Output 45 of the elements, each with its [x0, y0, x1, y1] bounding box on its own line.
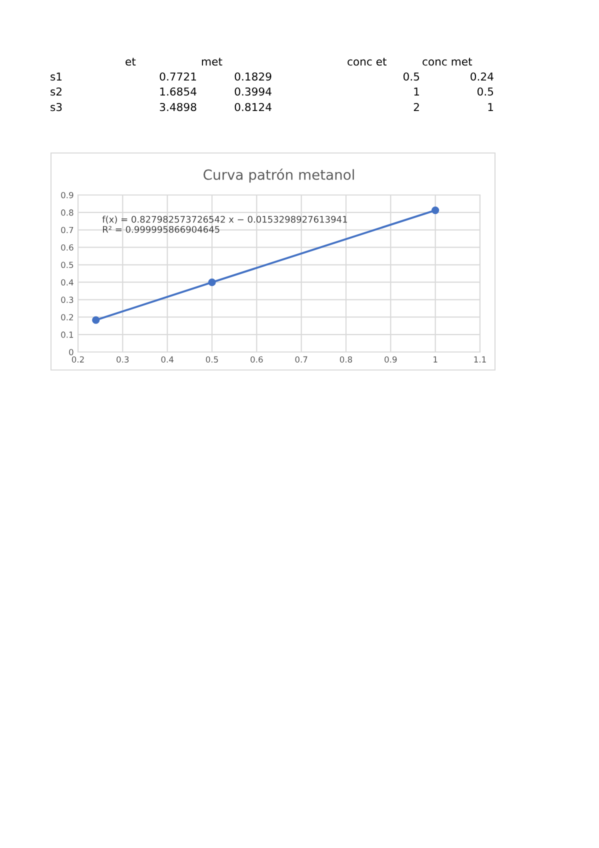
category-label: s2 — [50, 87, 62, 96]
point — [208, 278, 216, 286]
y-tick-label: 0 — [69, 348, 74, 356]
point — [432, 206, 440, 214]
y-tick-label: 0.1 — [61, 332, 74, 338]
x-tick-label: 0.4 — [161, 356, 174, 363]
y-tick-label: 0.8 — [61, 209, 74, 216]
x-tick-label: 0.9 — [384, 356, 397, 363]
text: 0.5 — [477, 87, 494, 96]
category-label: conc met — [422, 58, 472, 66]
x-tick-label: 0.8 — [340, 356, 352, 363]
y-tick-label: 0.3 — [61, 296, 74, 303]
x-tick-label: 0.5 — [206, 356, 218, 363]
text: 0.3994 — [234, 87, 272, 96]
category-label: s3 — [50, 102, 62, 112]
text: 1 — [414, 88, 419, 96]
text: 0.5 — [403, 72, 420, 81]
y-tick-label: 0.6 — [61, 244, 74, 251]
y-tick-label: 0.7 — [61, 226, 74, 234]
category-label: conc et — [348, 58, 387, 66]
category-label: met — [202, 58, 222, 66]
x-tick-label: 0.2 — [72, 356, 84, 363]
category-label: s1 — [50, 72, 62, 81]
y-tick-label: 0.9 — [61, 192, 74, 198]
x-tick-label: 1.1 — [474, 356, 486, 362]
x-tick-label: 0.7 — [295, 356, 308, 363]
category-label: et — [126, 58, 136, 66]
text: 0.1829 — [234, 72, 272, 81]
text: 2 — [414, 102, 419, 111]
text: 3.4898 — [160, 102, 196, 112]
x-tick-label: 0.3 — [116, 356, 129, 363]
chart-title: Curva patrón metanol — [204, 168, 354, 183]
x-tick-label: 1 — [434, 356, 438, 362]
annotation: f(x) = 0.827982573726542 x − 0.0153298927613941 — [102, 216, 347, 224]
y-tick-label: 0.2 — [61, 314, 73, 320]
point — [92, 316, 100, 324]
text: 0.8124 — [234, 102, 272, 112]
x-tick-label: 0.6 — [250, 356, 263, 363]
text: 1 — [488, 103, 493, 111]
annotation: R² = 0.999995866904645 — [103, 226, 220, 233]
y-tick-label: 0.4 — [61, 279, 74, 286]
text: 0.24 — [470, 72, 494, 81]
text: 1.6854 — [160, 87, 196, 96]
text: 0.7721 — [160, 72, 196, 81]
y-tick-label: 0.5 — [61, 262, 74, 268]
